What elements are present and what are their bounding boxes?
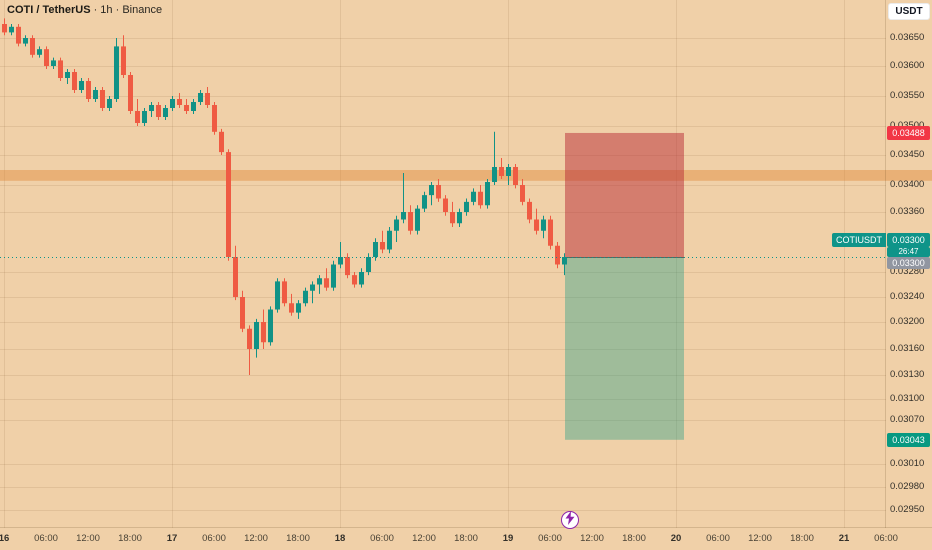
target-price-badge: 0.03043 — [887, 432, 930, 447]
price-tick-label: 0.03450 — [890, 149, 925, 160]
price-tick-label: 0.03130 — [890, 369, 925, 380]
price-tick-label: 0.02980 — [890, 481, 925, 492]
stop-price-badge: 0.03488 — [887, 125, 930, 140]
time-tick-label: 12:00 — [580, 533, 604, 544]
price-tick-label: 0.03240 — [890, 291, 925, 302]
time-tick-label: 18 — [334, 533, 346, 544]
time-tick-label: 06:00 — [34, 533, 58, 544]
time-tick-label: 06:00 — [370, 533, 394, 544]
symbol-legend[interactable]: COTI / TetherUS · 1h · Binance — [7, 4, 162, 16]
time-tick-label: 16 — [0, 533, 10, 544]
price-tick-label: 0.03200 — [890, 316, 925, 327]
time-tick-label: 17 — [166, 533, 178, 544]
time-tick-label: 20 — [670, 533, 682, 544]
price-tick-label: 0.03070 — [890, 414, 925, 425]
price-tick-label: 0.03010 — [890, 458, 925, 469]
price-tick-label: 0.02950 — [890, 504, 925, 515]
time-tick-label: 21 — [838, 533, 850, 544]
time-tick-label: 19 — [502, 533, 514, 544]
price-tick-label: 0.03550 — [890, 90, 925, 101]
candlestick-chart[interactable] — [0, 0, 932, 528]
currency-toggle-button[interactable]: USDT — [888, 3, 930, 20]
time-tick-label: 18:00 — [286, 533, 310, 544]
symbol-title[interactable]: COTI / TetherUS — [7, 4, 91, 16]
time-tick-label: 18:00 — [790, 533, 814, 544]
symbol-meta: · 1h · Binance — [90, 4, 163, 16]
price-tick-label: 0.03500 — [890, 121, 924, 131]
last-price-badge: 0.03300 — [887, 233, 930, 247]
lightning-event-marker[interactable] — [561, 510, 579, 530]
time-tick-label: 12:00 — [244, 533, 268, 544]
time-tick-label: 06:00 — [706, 533, 730, 544]
symbol-price-tag: COTIUSDT — [832, 233, 886, 247]
time-tick-label: 12:00 — [412, 533, 436, 544]
price-tick-label: 0.03400 — [890, 179, 925, 190]
lightning-icon — [564, 510, 576, 530]
price-tick-label: 0.03100 — [890, 393, 925, 404]
price-tick-label: 0.03360 — [890, 206, 925, 217]
time-tick-label: 06:00 — [874, 533, 898, 544]
time-tick-label: 12:00 — [748, 533, 772, 544]
time-tick-label: 18:00 — [454, 533, 478, 544]
price-tick-label: 0.03600 — [890, 60, 925, 71]
price-tick-label: 0.03160 — [890, 343, 925, 354]
time-tick-label: 18:00 — [118, 533, 142, 544]
time-tick-label: 12:00 — [76, 533, 100, 544]
price-axis[interactable]: USDT 0.03650 0.03600 0.03550 0.03500 0.03450… — [885, 0, 932, 528]
time-tick-label: 06:00 — [538, 533, 562, 544]
price-tick-label: 0.03650 — [890, 32, 925, 43]
entry-price-badge: 0.03300 — [887, 257, 930, 269]
time-tick-label: 06:00 — [202, 533, 226, 544]
time-tick-label: 18:00 — [622, 533, 646, 544]
bar-countdown-badge: 26:47 — [887, 247, 930, 257]
time-axis[interactable]: 16 06:00 12:00 18:00 17 06:00 12:00 18:00 18 06:0… — [0, 527, 932, 550]
price-tick-label: 0.03280 — [890, 266, 925, 277]
